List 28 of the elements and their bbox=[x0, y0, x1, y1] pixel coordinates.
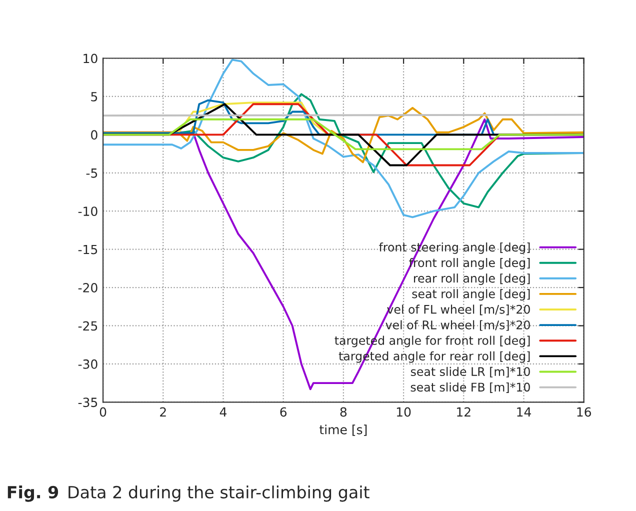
y-tick-label: 0 bbox=[91, 130, 98, 140]
y-tick-label: 5 bbox=[91, 92, 98, 102]
x-axis-title: time [s] bbox=[320, 424, 367, 436]
x-tick-label: 10 bbox=[396, 407, 411, 417]
x-tick-label: 6 bbox=[280, 407, 287, 417]
legend-label: vel of RL wheel [m/s]*20 bbox=[386, 320, 530, 331]
x-tick-label: 12 bbox=[457, 407, 470, 417]
y-tick-label: -15 bbox=[78, 244, 98, 254]
y-tick-label: -20 bbox=[78, 282, 98, 292]
y-tick-label: 10 bbox=[84, 54, 98, 64]
legend-label: seat slide FB [m]*10 bbox=[410, 382, 530, 393]
x-tick-label: 4 bbox=[220, 407, 227, 417]
x-tick-label: 8 bbox=[340, 407, 347, 417]
x-tick-label: 2 bbox=[160, 407, 166, 417]
caption: Fig. 9 bbox=[8, 486, 58, 502]
x-tick-label: 16 bbox=[577, 407, 592, 417]
x-tick-label: 0 bbox=[100, 407, 106, 417]
y-tick-label: -25 bbox=[78, 321, 98, 331]
y-tick-label: -10 bbox=[78, 206, 98, 216]
legend-label: seat roll angle [deg] bbox=[412, 289, 530, 301]
text: Data 2 during the stair-climbing gait bbox=[68, 486, 370, 502]
y-tick-label: -35 bbox=[78, 398, 98, 408]
line-series bbox=[103, 118, 584, 150]
x-tick-label: 14 bbox=[517, 407, 531, 417]
legend-label: seat slide LR [m]*10 bbox=[410, 366, 530, 378]
legend-label: rear roll angle [deg] bbox=[414, 274, 530, 285]
y-tick-label: -5 bbox=[86, 168, 98, 178]
y-tick-label: -30 bbox=[78, 359, 98, 369]
